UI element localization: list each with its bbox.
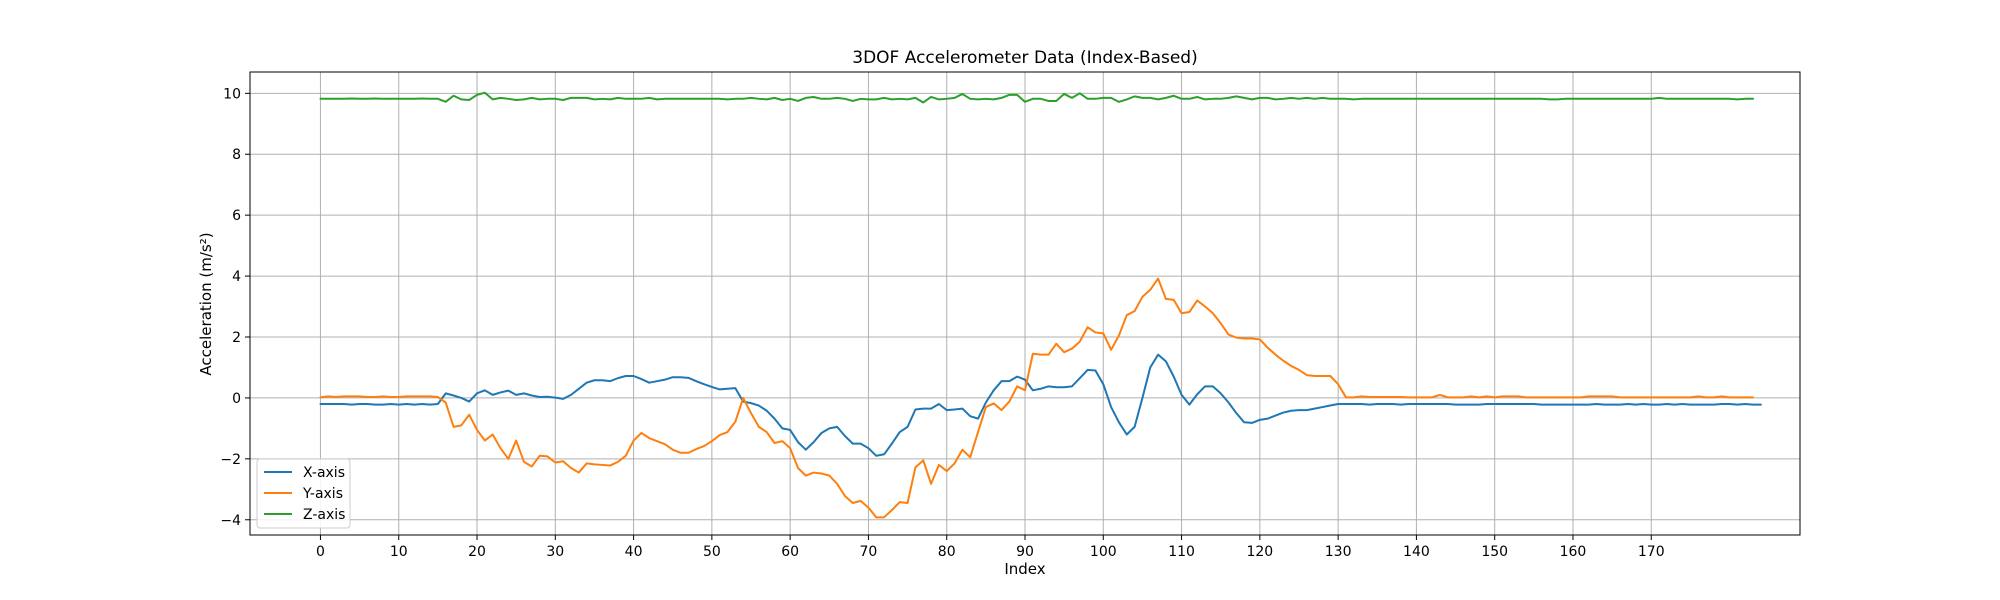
x-tick-label: 130	[1325, 544, 1352, 560]
x-tick-label: 140	[1403, 544, 1430, 560]
x-tick-label: 0	[316, 544, 325, 560]
legend-entry-y-axis: Y-axis	[264, 486, 343, 502]
legend-entry-z-axis: Z-axis	[264, 507, 345, 523]
y-tick-label: 4	[232, 269, 241, 285]
chart-title: 3DOF Accelerometer Data (Index-Based)	[852, 48, 1197, 68]
y-tick-label: 6	[232, 208, 241, 224]
legend: X-axis Y-axis Z-axis	[256, 458, 351, 529]
x-tick-label: 160	[1560, 544, 1587, 560]
y-tick-label: 8	[232, 147, 241, 163]
legend-label-z-axis: Z-axis	[303, 507, 345, 523]
x-axis-ticks: 0 10 20 30 40 50 60 70 80 90 100 110 120 130 140 150 160…	[316, 535, 1665, 560]
y-tick-label: −4	[220, 513, 241, 529]
series-line-z-axis	[319, 91, 1755, 104]
legend-label-x-axis: X-axis	[303, 465, 345, 481]
y-tick-label: 0	[232, 391, 241, 407]
x-tick-label: 110	[1168, 544, 1195, 560]
y-tick-label: 10	[223, 86, 241, 102]
legend-label-y-axis: Y-axis	[302, 486, 343, 502]
x-tick-label: 80	[938, 544, 956, 560]
y-axis-label: Acceleration (m/s²)	[197, 232, 215, 375]
series-line-x-axis	[319, 353, 1762, 457]
legend-entry-x-axis: X-axis	[264, 465, 345, 481]
x-tick-label: 20	[468, 544, 486, 560]
x-tick-label: 70	[860, 544, 878, 560]
x-tick-label: 120	[1246, 544, 1273, 560]
x-tick-label: 90	[1016, 544, 1034, 560]
series-line-y-axis	[319, 277, 1755, 519]
y-tick-label: −2	[220, 452, 241, 468]
series-layer	[319, 91, 1762, 519]
y-tick-label: 2	[232, 330, 241, 346]
x-tick-label: 40	[625, 544, 643, 560]
x-axis-label: Index	[1004, 560, 1045, 578]
x-tick-label: 30	[546, 544, 564, 560]
y-axis-ticks: −4 −2 0 2 4 6 8 10	[220, 86, 250, 529]
x-tick-label: 50	[703, 544, 721, 560]
grid-lines	[250, 72, 1800, 535]
x-tick-label: 60	[781, 544, 799, 560]
legend-box	[256, 458, 351, 529]
x-tick-label: 170	[1638, 544, 1665, 560]
x-tick-label: 100	[1090, 544, 1117, 560]
x-tick-label: 10	[390, 544, 408, 560]
x-tick-label: 150	[1481, 544, 1508, 560]
